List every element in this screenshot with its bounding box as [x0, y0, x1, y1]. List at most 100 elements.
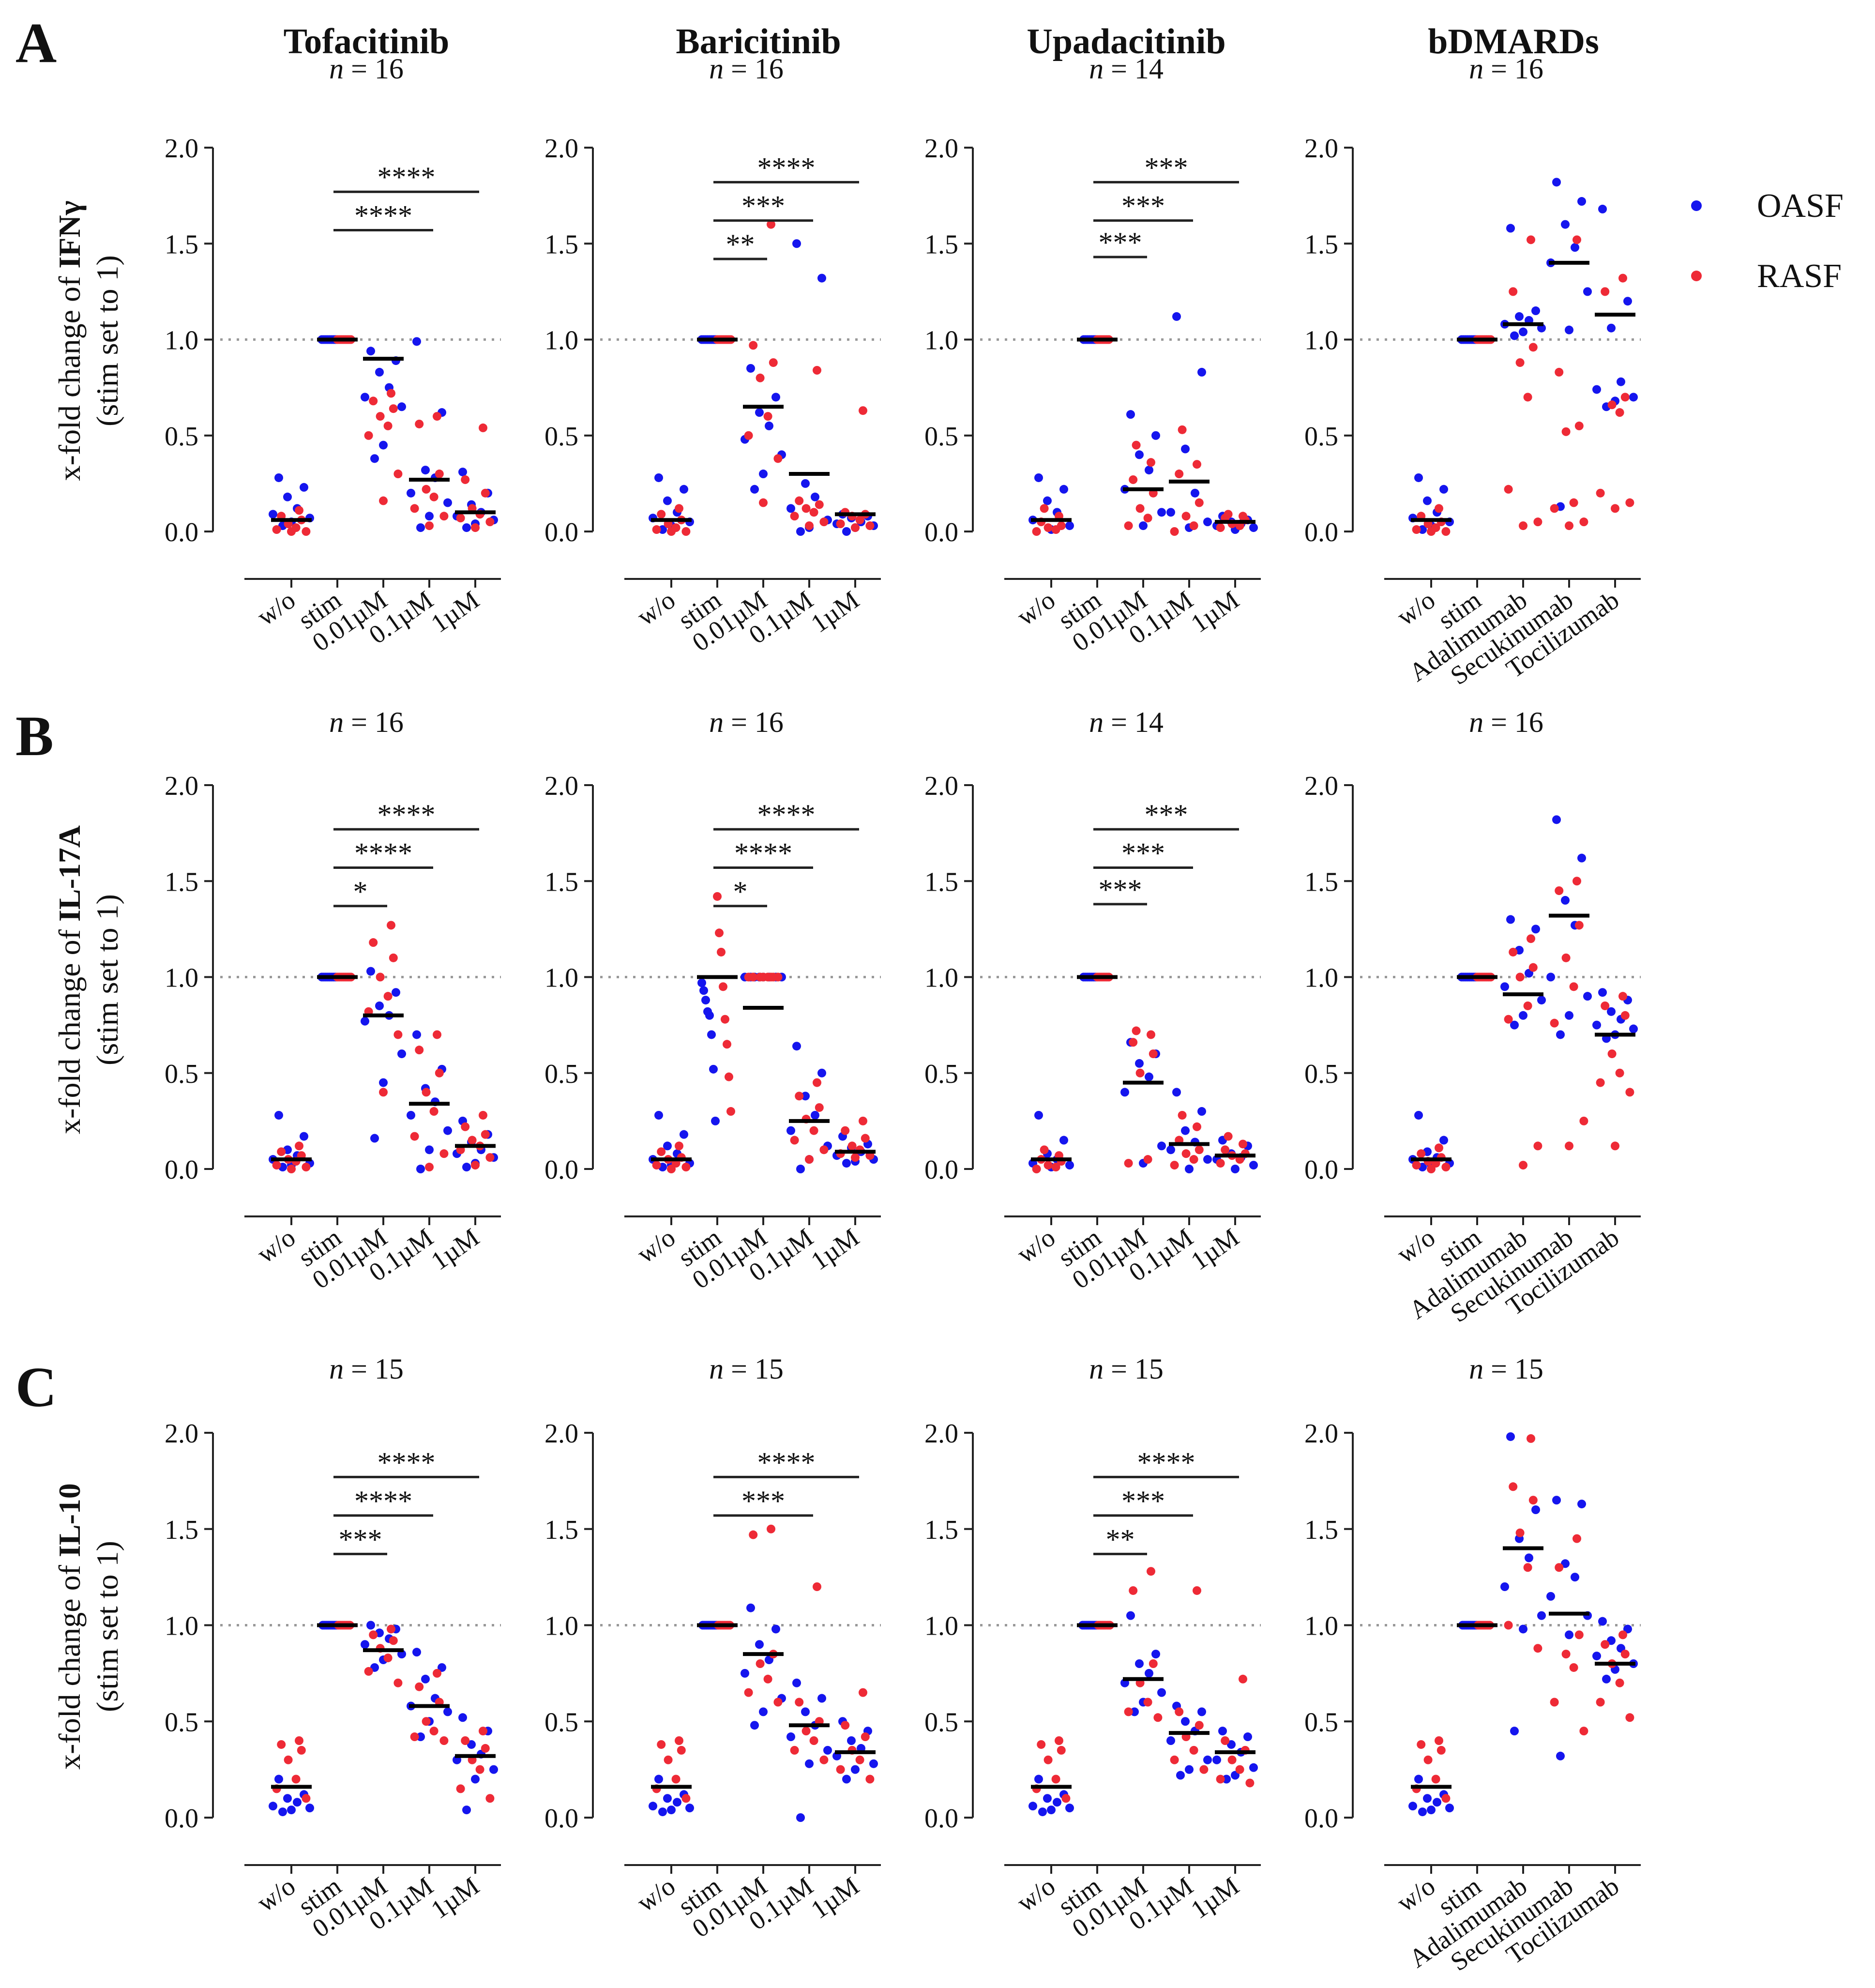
y-tick-label: 2.0: [924, 134, 958, 164]
data-point: [1245, 1778, 1255, 1788]
data-point: [1034, 1110, 1043, 1120]
data-point: [389, 1636, 398, 1645]
data-point: [773, 1698, 783, 1707]
data-point: [1504, 1621, 1513, 1630]
data-point: [667, 527, 676, 536]
data-point: [1199, 1765, 1209, 1774]
data-point: [667, 1165, 676, 1173]
data-point: [393, 1678, 403, 1687]
data-point: [749, 341, 758, 350]
data-point: [677, 1745, 686, 1755]
data-point: [1043, 1755, 1053, 1764]
data-point: [375, 1001, 384, 1010]
data-point: [786, 504, 795, 513]
data-point: [375, 367, 384, 377]
legend-rasf-marker: [1691, 271, 1702, 281]
data-point: [429, 1727, 439, 1736]
data-point: [1172, 312, 1181, 321]
data-point: [481, 488, 490, 498]
data-point: [274, 473, 283, 482]
data-point: [709, 1064, 718, 1074]
significance-label: ***: [1121, 1485, 1165, 1517]
significance-label: ****: [378, 161, 436, 193]
panel-letter-c: C: [15, 1355, 57, 1419]
x-tick-label: w/o: [1391, 1223, 1440, 1269]
data-point: [1533, 1141, 1542, 1151]
data-point: [796, 1165, 805, 1173]
data-point: [1436, 1745, 1446, 1755]
data-point: [1412, 525, 1421, 534]
y-tick-label: 0.5: [924, 1707, 958, 1737]
y-tick-label: 1.0: [165, 963, 198, 993]
data-point: [376, 972, 385, 982]
data-point: [801, 1727, 811, 1736]
data-point: [673, 1798, 681, 1807]
data-point: [744, 972, 753, 982]
data-point: [1197, 1707, 1206, 1716]
n-label-value: = 16: [344, 706, 404, 738]
data-point: [1439, 485, 1448, 494]
y-tick-label: 0.5: [165, 1707, 198, 1737]
data-point: [370, 1134, 379, 1143]
data-point: [1579, 517, 1588, 527]
data-point: [1028, 1802, 1037, 1811]
data-point: [1417, 1740, 1426, 1749]
data-point: [425, 1145, 434, 1154]
data-point: [725, 1072, 733, 1081]
y-tick-label: 1.5: [544, 229, 578, 259]
data-point: [1623, 1624, 1632, 1634]
data-point: [1620, 393, 1630, 402]
y-tick-label: 0.0: [544, 1155, 578, 1185]
y-tick-label: 1.5: [924, 229, 958, 259]
n-label-symbol: n: [1089, 1353, 1104, 1385]
legend-oasf-marker: [1691, 200, 1702, 211]
column-title-upadacitinib: Upadacitinib: [1027, 22, 1225, 61]
data-point: [461, 1736, 470, 1745]
data-point: [1166, 508, 1175, 517]
data-point: [456, 514, 465, 523]
data-point: [1124, 1159, 1133, 1168]
y-tick-label: 2.0: [544, 1419, 578, 1449]
significance-label: ****: [757, 152, 816, 183]
data-point: [1149, 1049, 1158, 1059]
data-point: [1500, 982, 1509, 991]
data-point: [1135, 1059, 1144, 1068]
data-point: [851, 1765, 860, 1774]
data-point: [1509, 287, 1518, 296]
data-point: [458, 468, 467, 477]
y-tick-label: 1.5: [165, 867, 198, 897]
data-point: [1618, 992, 1627, 1001]
data-point: [458, 1713, 467, 1722]
data-point: [723, 1040, 731, 1049]
data-point: [842, 1159, 851, 1168]
x-tick-label: 1µM: [1186, 585, 1244, 638]
data-point: [1176, 1771, 1185, 1780]
data-point: [1189, 1745, 1198, 1755]
data-point: [664, 1755, 673, 1764]
data-point: [1573, 877, 1581, 886]
data-point: [1571, 1573, 1579, 1582]
data-point: [663, 1794, 672, 1803]
data-point: [1527, 235, 1535, 244]
ylabel-row-a-prefix: x-fold change of: [52, 269, 87, 481]
data-point: [1607, 400, 1617, 410]
data-point: [1601, 1001, 1610, 1010]
data-point: [1203, 1155, 1212, 1164]
data-point: [1414, 473, 1423, 482]
panel-letter-b: B: [15, 704, 54, 768]
data-point: [1423, 1794, 1432, 1803]
data-point: [823, 1745, 832, 1755]
data-point: [836, 1765, 845, 1774]
data-point: [701, 996, 710, 1005]
data-point: [416, 1165, 425, 1173]
y-tick-label: 0.5: [544, 422, 578, 452]
data-point: [293, 1798, 302, 1807]
significance-label: ****: [1137, 1446, 1195, 1478]
chart-panels: n = 160.00.51.01.52.0w/ostim0.01µM0.1µM1…: [165, 53, 1641, 1976]
data-point: [1537, 1611, 1546, 1620]
x-tick-label: 1µM: [1186, 1223, 1244, 1276]
panel-letter-a: A: [15, 11, 57, 75]
y-tick-label: 0.0: [1304, 1804, 1338, 1834]
data-point: [801, 504, 811, 513]
chart-panel-c3: n = 150.00.51.01.52.0w/ostim0.01µM0.1µM1…: [924, 1353, 1261, 1943]
